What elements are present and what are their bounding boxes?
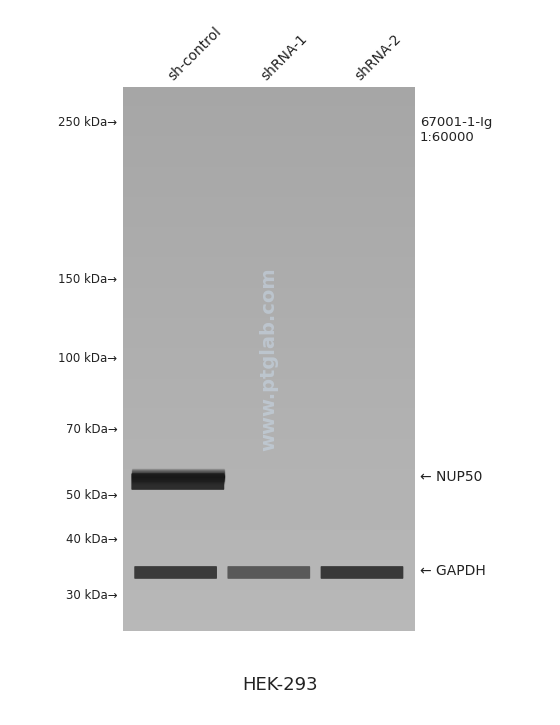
Text: HEK-293: HEK-293 <box>242 676 318 694</box>
FancyBboxPatch shape <box>227 566 310 579</box>
Text: 67001-1-Ig
1:60000: 67001-1-Ig 1:60000 <box>420 116 492 144</box>
Text: 50 kDa→: 50 kDa→ <box>66 489 118 502</box>
Text: shRNA-1: shRNA-1 <box>259 32 310 83</box>
Text: shRNA-2: shRNA-2 <box>352 32 404 83</box>
Text: 70 kDa→: 70 kDa→ <box>66 423 118 436</box>
FancyBboxPatch shape <box>134 566 217 579</box>
FancyBboxPatch shape <box>321 566 403 579</box>
Text: sh-control: sh-control <box>166 25 225 83</box>
Text: ← GAPDH: ← GAPDH <box>420 564 486 579</box>
FancyBboxPatch shape <box>132 473 224 490</box>
Text: 100 kDa→: 100 kDa→ <box>58 352 118 365</box>
Text: 150 kDa→: 150 kDa→ <box>58 273 118 286</box>
Text: www.ptglab.com: www.ptglab.com <box>259 267 278 451</box>
Text: 250 kDa→: 250 kDa→ <box>58 116 118 129</box>
Text: 30 kDa→: 30 kDa→ <box>66 589 118 602</box>
Text: 40 kDa→: 40 kDa→ <box>66 533 118 546</box>
Text: ← NUP50: ← NUP50 <box>420 470 482 484</box>
